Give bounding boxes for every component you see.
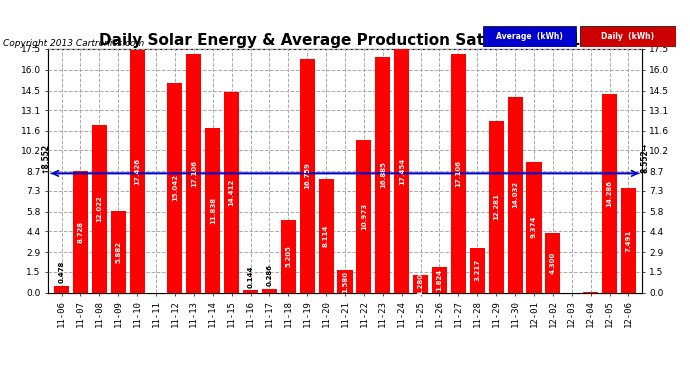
- Title: Daily Solar Energy & Average Production Sat Dec 7 07:14: Daily Solar Energy & Average Production …: [99, 33, 591, 48]
- Bar: [110, 211, 126, 292]
- Bar: [356, 140, 371, 292]
- Text: 15.042: 15.042: [172, 174, 178, 201]
- Bar: [262, 288, 277, 292]
- Bar: [205, 128, 220, 292]
- Text: 17.106: 17.106: [455, 160, 462, 187]
- Bar: [168, 83, 182, 292]
- Bar: [54, 286, 69, 292]
- Bar: [299, 59, 315, 292]
- Bar: [224, 92, 239, 292]
- Text: 11.838: 11.838: [210, 196, 216, 223]
- Text: 7.491: 7.491: [625, 229, 631, 252]
- Text: 17.106: 17.106: [191, 160, 197, 187]
- Text: Average  (kWh): Average (kWh): [496, 32, 563, 41]
- Text: 0.478: 0.478: [59, 261, 65, 283]
- Bar: [130, 50, 145, 292]
- Text: 1.824: 1.824: [437, 268, 442, 291]
- Text: 10.973: 10.973: [361, 202, 367, 229]
- Text: 5.882: 5.882: [115, 240, 121, 262]
- Bar: [621, 188, 636, 292]
- Bar: [470, 248, 485, 292]
- Bar: [451, 54, 466, 292]
- Text: 12.022: 12.022: [97, 195, 102, 222]
- Text: 14.032: 14.032: [512, 181, 518, 209]
- Text: 14.286: 14.286: [607, 180, 613, 207]
- Bar: [92, 125, 107, 292]
- Bar: [526, 162, 542, 292]
- Text: 8.728: 8.728: [77, 220, 83, 243]
- Bar: [413, 274, 428, 292]
- Bar: [375, 57, 391, 292]
- Text: 3.217: 3.217: [474, 259, 480, 281]
- Text: Copyright 2013 Cartronics.com: Copyright 2013 Cartronics.com: [3, 39, 145, 48]
- Text: Daily  (kWh): Daily (kWh): [602, 32, 654, 41]
- Bar: [602, 93, 617, 292]
- Text: 5.205: 5.205: [285, 245, 291, 267]
- FancyBboxPatch shape: [483, 26, 575, 47]
- Text: 4.300: 4.300: [550, 251, 556, 274]
- Bar: [73, 171, 88, 292]
- Text: 17.426: 17.426: [134, 158, 140, 184]
- Text: 1.580: 1.580: [342, 270, 348, 292]
- Text: 12.281: 12.281: [493, 194, 499, 220]
- Text: 0.144: 0.144: [248, 265, 253, 288]
- Bar: [489, 122, 504, 292]
- Bar: [337, 270, 353, 292]
- Text: 9.374: 9.374: [531, 216, 537, 238]
- Text: ↑8.552: ↑8.552: [41, 143, 50, 173]
- FancyBboxPatch shape: [580, 26, 676, 47]
- Bar: [243, 291, 258, 292]
- Text: 8.114: 8.114: [323, 225, 329, 247]
- Bar: [545, 232, 560, 292]
- Bar: [432, 267, 447, 292]
- Text: 16.759: 16.759: [304, 162, 310, 189]
- Text: 8.552→: 8.552→: [640, 143, 649, 173]
- Bar: [319, 180, 334, 292]
- Bar: [281, 220, 296, 292]
- Bar: [508, 97, 522, 292]
- Text: 17.454: 17.454: [399, 158, 405, 184]
- Text: 16.885: 16.885: [380, 162, 386, 188]
- Text: 0.286: 0.286: [266, 264, 273, 286]
- Text: 1.280: 1.280: [417, 273, 424, 295]
- Bar: [186, 54, 201, 292]
- Bar: [394, 50, 409, 292]
- Text: 14.412: 14.412: [228, 178, 235, 206]
